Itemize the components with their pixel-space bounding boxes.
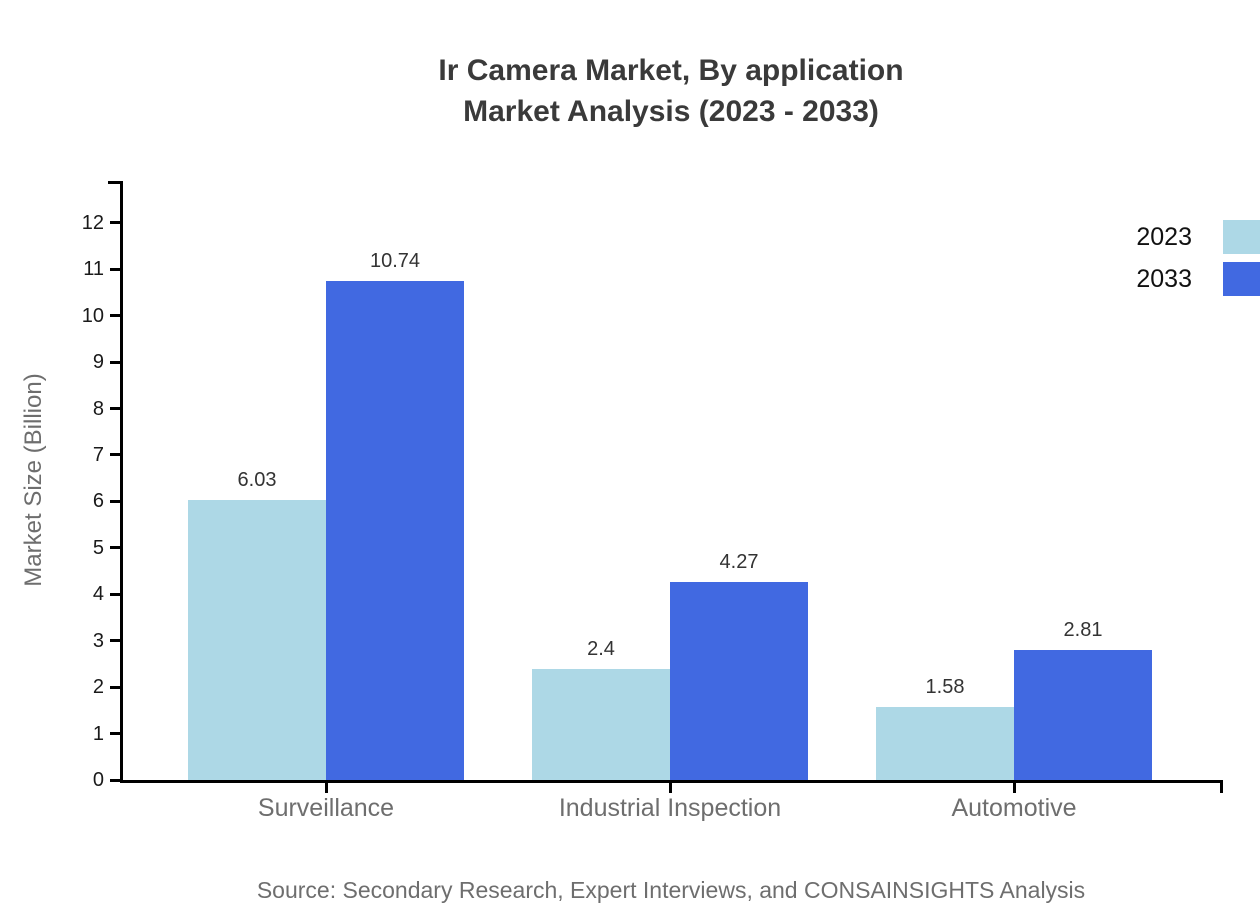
source-note: Source: Secondary Research, Expert Inter…	[256, 877, 1086, 903]
y-axis-line	[120, 181, 123, 783]
y-tick	[110, 639, 120, 643]
y-tick-label: 5	[92, 536, 104, 559]
plot-area: 0 1 2 3 4 5 6 7 8 9 10 11 12 6.03 10.74 Surveillance 2.4…	[82, 181, 1223, 822]
y-tick	[110, 778, 120, 782]
bar-value-label: 4.27	[719, 550, 759, 573]
y-tick-label: 6	[92, 490, 104, 513]
y-tick-label: 9	[92, 351, 104, 374]
bar-2033-automotive	[1014, 649, 1152, 780]
y-tick	[110, 221, 120, 225]
chart-title-line1: Ir Camera Market, By application	[438, 54, 904, 87]
bar-value-label: 2.4	[587, 637, 615, 660]
y-tick-label: 10	[81, 304, 104, 327]
y-axis-end-cap	[108, 181, 120, 184]
bar-2033-surveillance	[326, 281, 464, 780]
bar-value-label: 1.58	[925, 675, 965, 698]
legend-swatch-2023	[1223, 220, 1260, 254]
y-tick-label: 11	[83, 258, 104, 281]
legend-label-2023: 2023	[1136, 222, 1192, 251]
x-axis-end-cap	[1220, 780, 1223, 793]
bar-value-label: 6.03	[237, 469, 277, 492]
y-tick	[110, 360, 120, 364]
legend-swatch-2033	[1223, 262, 1260, 296]
y-tick-label: 2	[92, 676, 104, 699]
y-tick	[110, 407, 120, 411]
chart-title-line2: Market Analysis (2023 - 2033)	[463, 95, 879, 128]
bar-2023-automotive	[876, 706, 1014, 780]
y-tick-label: 1	[92, 722, 104, 745]
legend-item-2023: 2023	[1136, 219, 1260, 255]
legend: 2023 2033	[1136, 219, 1260, 303]
y-tick	[110, 453, 120, 457]
bar-2023-industrial-inspection	[532, 668, 670, 780]
bar-value-label: 10.74	[369, 250, 421, 273]
x-tick-label-industrial-inspection: Industrial Inspection	[558, 794, 782, 822]
y-tick-label: 12	[81, 211, 104, 234]
y-tick	[110, 267, 120, 271]
y-tick	[110, 499, 120, 503]
x-tick	[668, 783, 672, 793]
y-tick-label: 8	[92, 397, 104, 420]
y-tick-label: 4	[92, 583, 104, 606]
y-tick-label: 7	[92, 443, 104, 466]
legend-item-2033: 2033	[1136, 261, 1260, 297]
y-tick	[110, 732, 120, 736]
x-tick	[324, 783, 328, 793]
y-tick	[110, 314, 120, 318]
y-tick	[110, 685, 120, 689]
x-tick-label-automotive: Automotive	[951, 794, 1077, 822]
y-tick	[110, 546, 120, 550]
x-tick	[1012, 783, 1016, 793]
y-tick	[110, 592, 120, 596]
legend-label-2033: 2033	[1136, 264, 1192, 293]
bar-value-label: 2.81	[1063, 618, 1103, 641]
x-tick-label-surveillance: Surveillance	[257, 794, 395, 822]
x-axis-line	[120, 780, 1222, 783]
bar-2033-industrial-inspection	[670, 581, 808, 780]
y-tick-label: 0	[92, 769, 104, 791]
y-tick-label: 3	[92, 629, 104, 652]
chart-title: Ir Camera Market, By application Market …	[120, 50, 1222, 132]
bar-2023-surveillance	[188, 500, 326, 780]
